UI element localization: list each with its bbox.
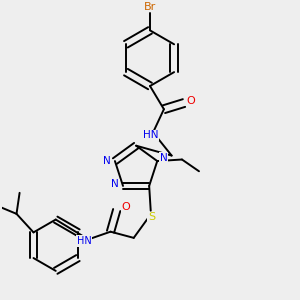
Text: O: O — [122, 202, 130, 212]
Text: S: S — [148, 212, 155, 223]
Text: O: O — [186, 97, 195, 106]
Text: HN: HN — [76, 236, 91, 246]
Text: HN: HN — [143, 130, 158, 140]
Text: Br: Br — [144, 2, 156, 12]
Text: N: N — [111, 179, 119, 189]
Text: N: N — [103, 156, 111, 166]
Text: N: N — [160, 153, 167, 163]
